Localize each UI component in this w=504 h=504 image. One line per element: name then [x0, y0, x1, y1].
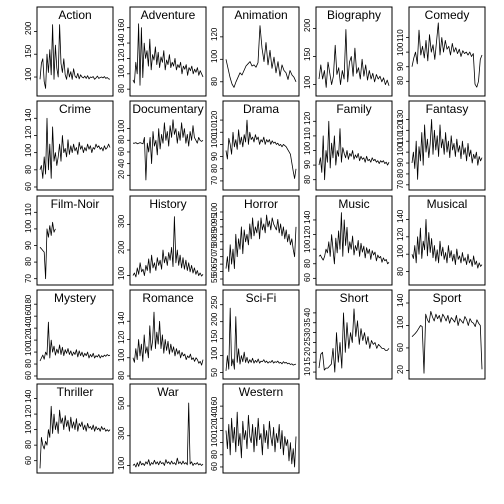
y-tick-label: 120 [211, 421, 219, 434]
y-tick-label: 160 [211, 397, 219, 410]
y-tick-label: 60 [211, 462, 219, 471]
panel-title: Western [239, 385, 283, 399]
series-line-western [226, 412, 296, 467]
y-tick-label: 80 [211, 450, 219, 459]
y-tick-label: 100 [211, 433, 219, 446]
y-tick-label: 140 [211, 409, 219, 422]
